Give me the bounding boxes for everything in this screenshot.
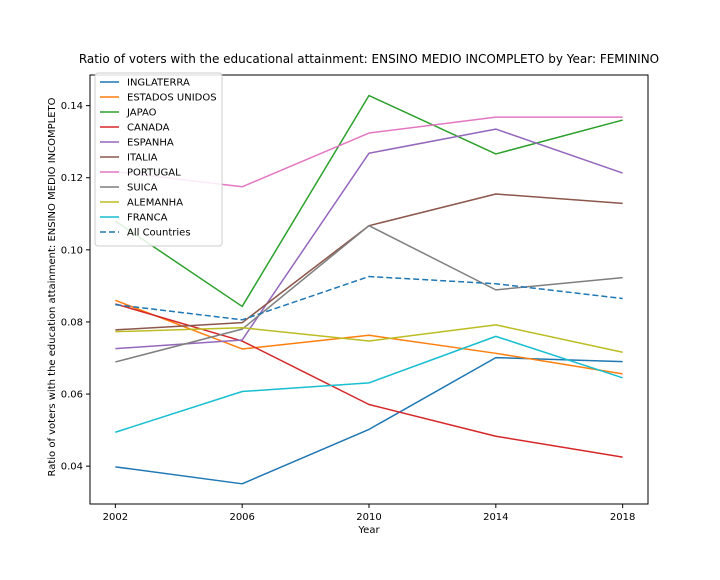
- series-line-7: [115, 224, 623, 363]
- legend-label-8: ALEMANHA: [127, 198, 183, 209]
- y-tick-label-3: 0.10: [61, 245, 83, 256]
- series-line-8: [115, 324, 623, 353]
- y-axis-label: Ratio of voters with the education attai…: [47, 97, 58, 476]
- legend-label-7: SUICA: [127, 183, 158, 194]
- series-line-1: [115, 299, 623, 375]
- legend-label-9: FRANCA: [127, 213, 168, 224]
- legend-box: [94, 72, 223, 247]
- legend-label-10: All Countries: [127, 228, 191, 239]
- plot-area: 2002 2006 2010 2014 2018 0.04 0.06 0.08 0.10 0.12…: [61, 74, 649, 523]
- y-tick-label-5: 0.14: [61, 101, 83, 112]
- series-line-2: [114, 94, 623, 308]
- legend-label-0: INGLATERRA: [127, 78, 190, 89]
- legend-label-3: CANADA: [127, 123, 170, 134]
- legend-label-5: ITALIA: [127, 153, 158, 164]
- y-tick-label-1: 0.06: [61, 390, 83, 401]
- x-tick-label-3: 2014: [483, 512, 508, 523]
- legend-label-6: PORTUGAL: [127, 168, 181, 179]
- x-tick-label-0: 2002: [103, 512, 128, 523]
- y-tick-label-0: 0.04: [61, 462, 83, 473]
- y-tick-label-2: 0.08: [61, 317, 83, 328]
- chart-title: Ratio of voters with the educational att…: [79, 52, 659, 66]
- x-tick-label-2: 2010: [356, 512, 381, 523]
- x-tick-label-4: 2018: [610, 512, 635, 523]
- series-line-9: [115, 335, 623, 433]
- series-line-10: [115, 275, 623, 321]
- legend: INGLATERRA ESTADOS UNIDOS JAPAO CANADA ESPAN…: [94, 72, 223, 247]
- x-tick-label-1: 2006: [229, 512, 254, 523]
- series-line-4: [115, 128, 623, 350]
- series-line-0: [115, 356, 623, 485]
- x-axis-label: Year: [357, 525, 380, 536]
- legend-label-1: ESTADOS UNIDOS: [127, 93, 217, 104]
- legend-label-4: ESPANHA: [127, 138, 174, 149]
- y-tick-label-4: 0.12: [61, 173, 83, 184]
- legend-label-2: JAPAO: [126, 108, 157, 119]
